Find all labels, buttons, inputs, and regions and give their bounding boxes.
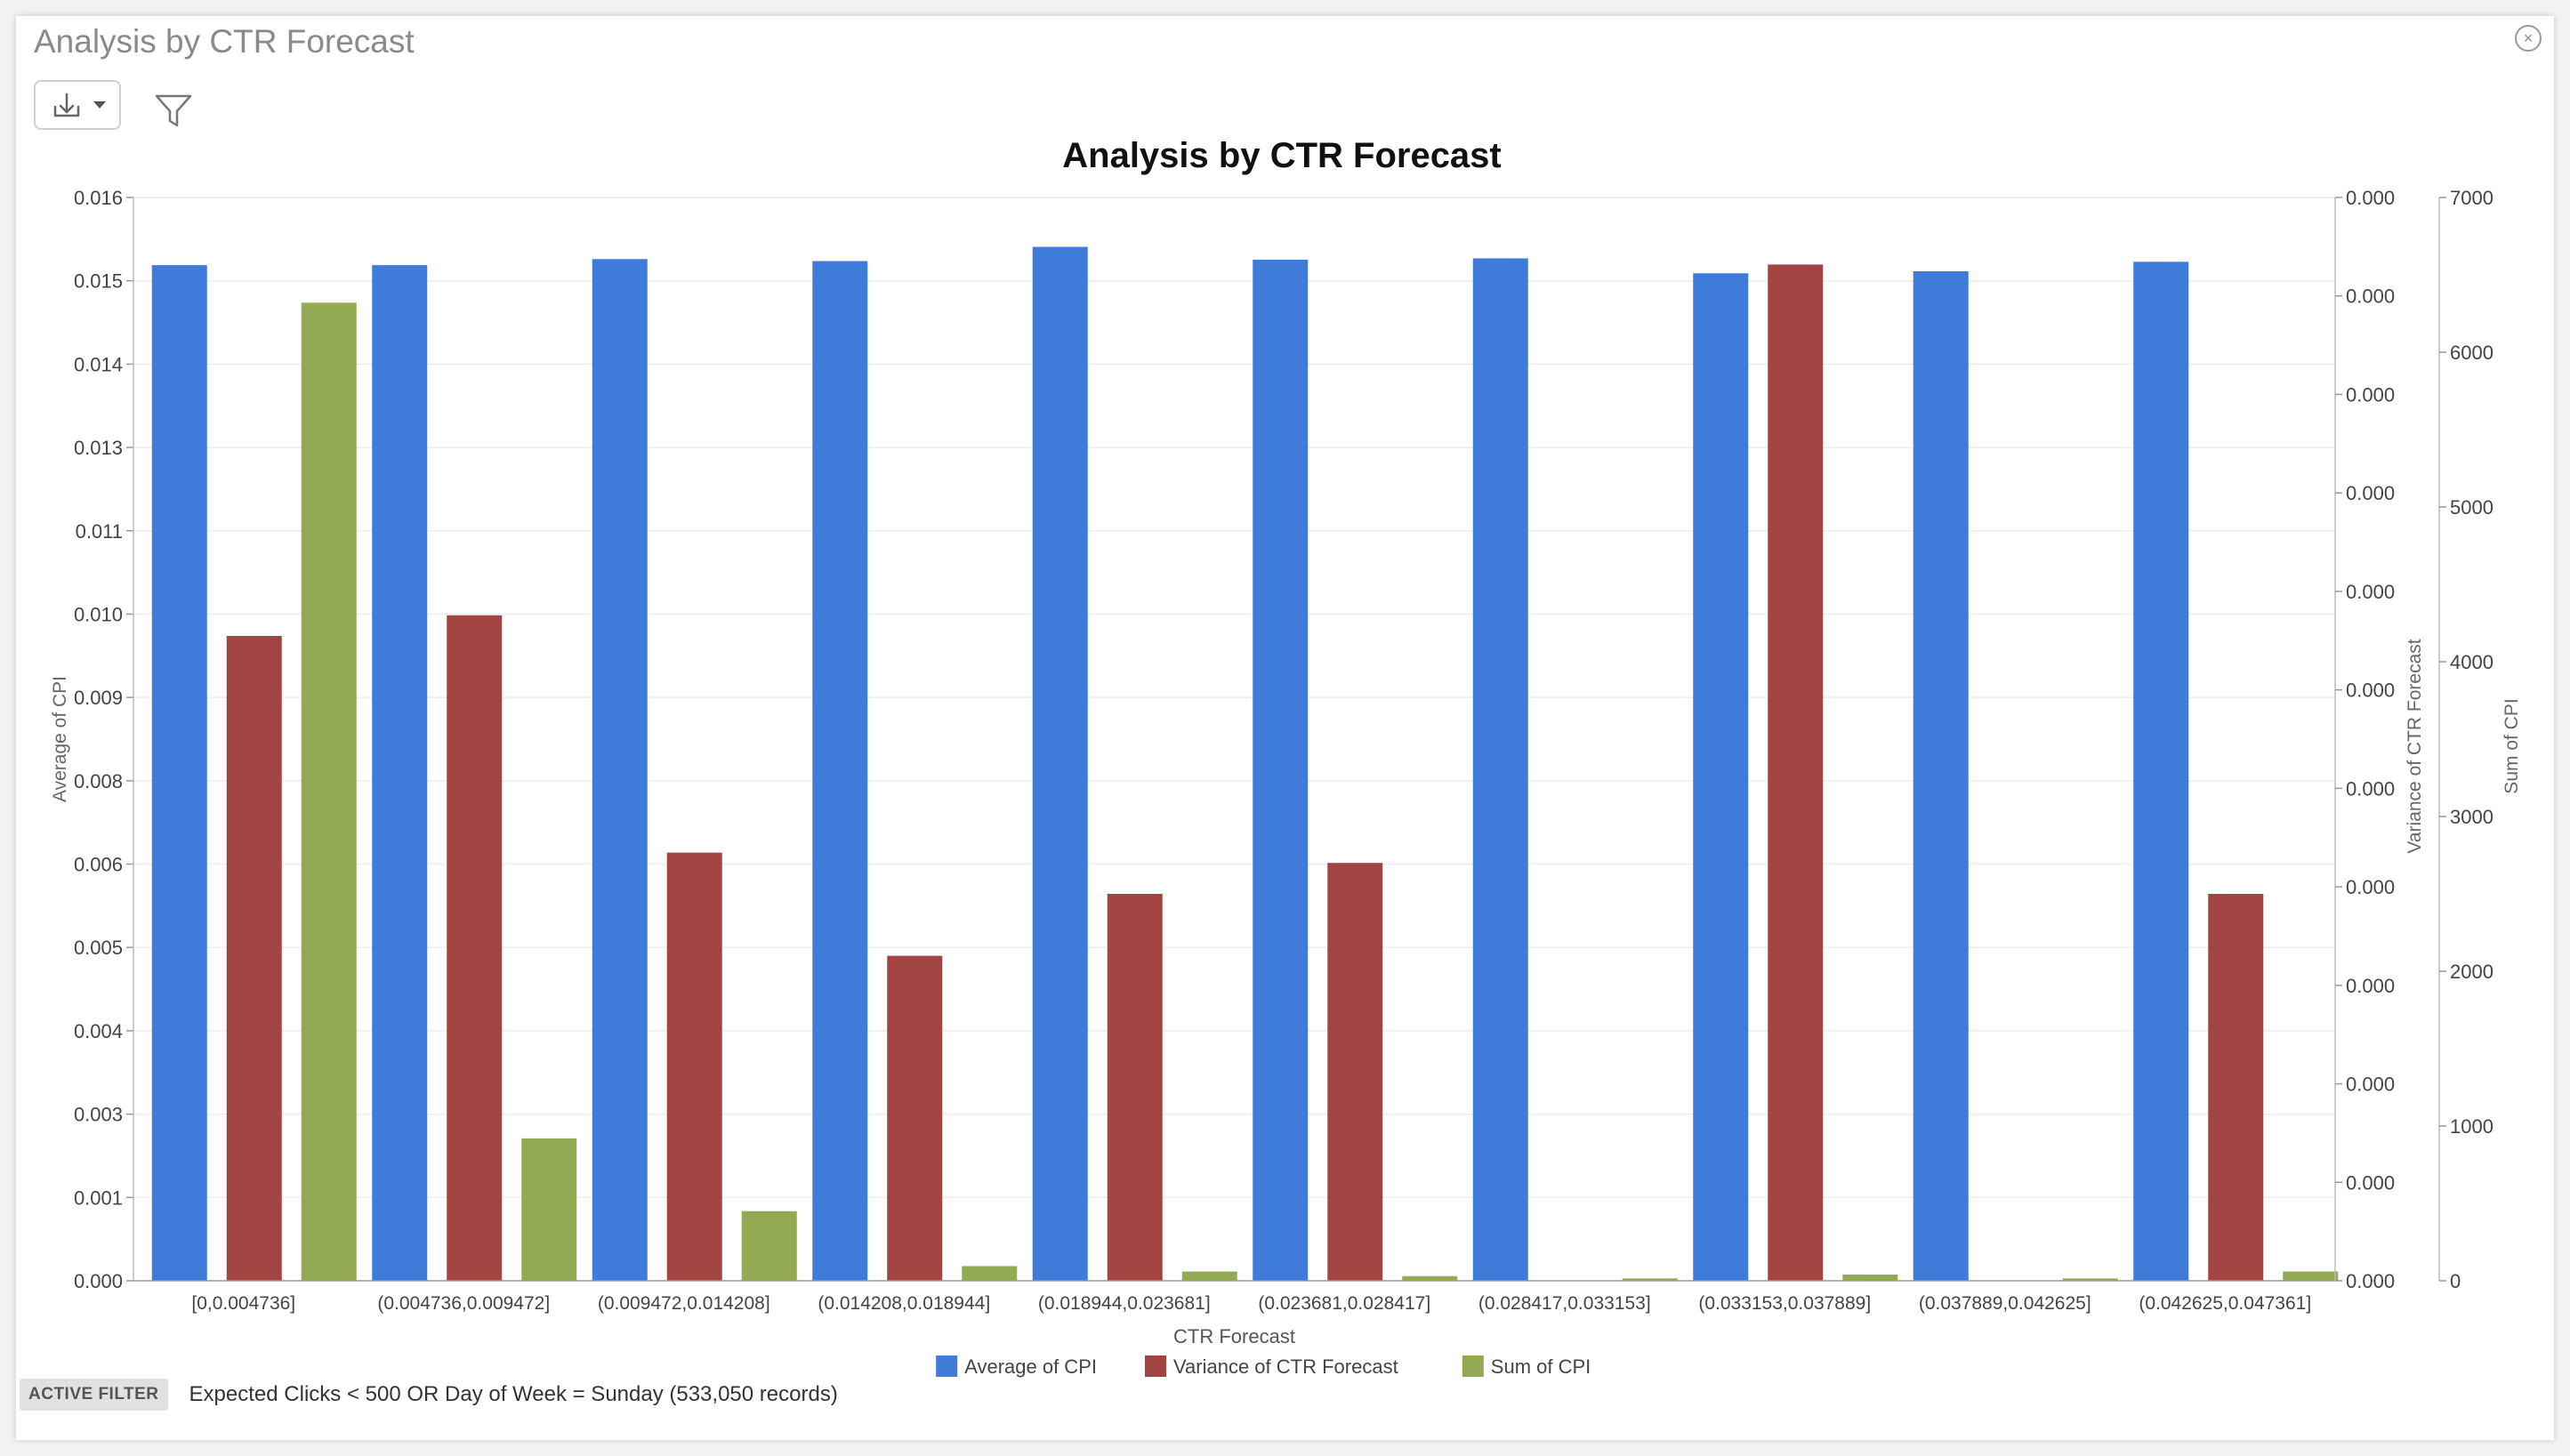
x-axis-tick-label: (0.042625,0.047361] [2139, 1293, 2311, 1314]
left-axis-tick-label: 0.013 [74, 437, 123, 459]
x-axis-tick-label: [0,0.004736] [191, 1293, 295, 1314]
left-axis-tick-label: 0.016 [74, 187, 123, 209]
right-axis-title: Variance of CTR Forecast [2405, 639, 2425, 853]
legend-item[interactable]: Sum of CPI [1462, 1355, 1591, 1378]
download-icon [53, 93, 80, 117]
bar-average-of-cpi[interactable] [372, 265, 428, 1281]
x-axis-title: CTR Forecast [1173, 1325, 1295, 1347]
bar-sum-of-cpi[interactable] [741, 1211, 797, 1281]
right-axis-tick-label: 0.000 [2346, 1074, 2395, 1096]
x-axis-tick-label: (0.018944,0.023681] [1038, 1293, 1211, 1314]
x-axis-tick-label: (0.023681,0.028417] [1258, 1293, 1430, 1314]
bar-sum-of-cpi[interactable] [521, 1138, 577, 1281]
bar-variance-of-ctr-forecast[interactable] [1327, 863, 1383, 1281]
close-icon[interactable]: × [2515, 25, 2542, 52]
left-axis-tick-label: 0.001 [74, 1187, 123, 1209]
x-axis-tick-label: (0.033153,0.037889] [1698, 1293, 1871, 1314]
bar-average-of-cpi[interactable] [1472, 258, 1528, 1282]
caret-down-icon [93, 101, 106, 109]
legend-item[interactable]: Average of CPI [936, 1355, 1097, 1378]
active-filter-text: Expected Clicks < 500 OR Day of Week = S… [189, 1382, 838, 1406]
right-axis-tick-label: 0.000 [2346, 777, 2395, 800]
bar-variance-of-ctr-forecast[interactable] [226, 636, 282, 1281]
x-axis-tick-label: (0.014208,0.018944] [818, 1293, 990, 1314]
bar-sum-of-cpi[interactable] [2062, 1278, 2118, 1281]
legend-label: Sum of CPI [1491, 1355, 1591, 1378]
bar-average-of-cpi[interactable] [812, 261, 868, 1281]
bar-sum-of-cpi[interactable] [1181, 1271, 1237, 1281]
x-axis-tick-label: (0.009472,0.014208] [598, 1293, 770, 1314]
x-axis-tick-label: (0.037889,0.042625] [1919, 1293, 2091, 1314]
far-right-axis-tick-label: 2000 [2450, 961, 2493, 983]
far-right-axis-tick-label: 1000 [2450, 1115, 2493, 1138]
right-axis-tick-label: 0.000 [2346, 383, 2395, 406]
legend-swatch [1145, 1355, 1166, 1377]
bar-average-of-cpi[interactable] [1253, 260, 1309, 1281]
x-axis-tick-label: (0.004736,0.009472] [377, 1293, 550, 1314]
left-axis-tick-label: 0.008 [74, 770, 123, 792]
bar-sum-of-cpi[interactable] [1622, 1278, 1678, 1281]
legend-label: Average of CPI [964, 1355, 1097, 1378]
far-right-axis-tick-label: 0 [2450, 1270, 2461, 1292]
filter-button[interactable] [151, 89, 196, 133]
bar-sum-of-cpi[interactable] [1842, 1275, 1898, 1281]
window-title: Analysis by CTR Forecast [34, 23, 415, 60]
bar-variance-of-ctr-forecast[interactable] [887, 955, 943, 1281]
active-filter-badge[interactable]: ACTIVE FILTER [20, 1379, 168, 1411]
bar-variance-of-ctr-forecast[interactable] [447, 615, 503, 1281]
legend-label: Variance of CTR Forecast [1173, 1355, 1398, 1378]
far-right-axis-title: Sum of CPI [2502, 698, 2522, 793]
active-filter-bar: ACTIVE FILTER Expected Clicks < 500 OR D… [20, 1377, 838, 1412]
far-right-axis-tick-label: 6000 [2450, 342, 2493, 364]
bar-average-of-cpi[interactable] [1693, 273, 1749, 1281]
far-right-axis-tick-label: 5000 [2450, 496, 2493, 519]
bar-average-of-cpi[interactable] [1032, 246, 1088, 1281]
left-axis-tick-label: 0.011 [76, 520, 123, 543]
left-axis-tick-label: 0.005 [74, 937, 123, 959]
left-axis-tick-label: 0.006 [74, 854, 123, 876]
left-axis-tick-label: 0.009 [74, 687, 123, 709]
bar-variance-of-ctr-forecast[interactable] [666, 852, 722, 1281]
right-axis-tick-label: 0.000 [2346, 482, 2395, 504]
bar-sum-of-cpi[interactable] [1402, 1275, 1458, 1281]
right-axis-tick-label: 0.000 [2346, 1270, 2395, 1292]
left-axis-tick-label: 0.000 [74, 1270, 123, 1292]
bar-average-of-cpi[interactable] [592, 259, 648, 1282]
left-axis-tick-label: 0.014 [74, 353, 123, 375]
left-axis-title: Average of CPI [50, 676, 70, 802]
bar-variance-of-ctr-forecast[interactable] [1107, 894, 1163, 1281]
right-axis-tick-label: 0.000 [2346, 1171, 2395, 1194]
filter-icon [155, 94, 192, 127]
right-axis-tick-label: 0.000 [2346, 581, 2395, 603]
right-axis-tick-label: 0.000 [2346, 680, 2395, 702]
left-axis-tick-label: 0.003 [74, 1104, 123, 1126]
bar-sum-of-cpi[interactable] [962, 1266, 1018, 1281]
far-right-axis-tick-label: 7000 [2450, 187, 2493, 209]
right-axis-tick-label: 0.000 [2346, 286, 2395, 308]
legend-swatch [936, 1355, 958, 1377]
chart-title: Analysis by CTR Forecast [1062, 136, 1502, 175]
far-right-axis-tick-label: 4000 [2450, 651, 2493, 673]
bar-variance-of-ctr-forecast[interactable] [2208, 894, 2264, 1281]
legend-swatch [1462, 1355, 1484, 1377]
legend-item[interactable]: Variance of CTR Forecast [1145, 1355, 1398, 1378]
right-axis-tick-label: 0.000 [2346, 187, 2395, 209]
bar-average-of-cpi[interactable] [1913, 270, 1969, 1281]
left-axis-tick-label: 0.004 [74, 1020, 123, 1042]
bar-variance-of-ctr-forecast[interactable] [1768, 264, 1824, 1281]
x-axis-tick-label: (0.028417,0.033153] [1478, 1293, 1651, 1314]
bar-sum-of-cpi[interactable] [2283, 1271, 2339, 1281]
right-axis-tick-label: 0.000 [2346, 876, 2395, 898]
bar-average-of-cpi[interactable] [2133, 261, 2189, 1282]
bar-average-of-cpi[interactable] [151, 265, 207, 1281]
left-axis-tick-label: 0.015 [74, 270, 123, 293]
export-button[interactable] [34, 80, 121, 130]
far-right-axis-tick-label: 3000 [2450, 806, 2493, 828]
right-axis-tick-label: 0.000 [2346, 975, 2395, 997]
bar-sum-of-cpi[interactable] [301, 302, 357, 1281]
left-axis-tick-label: 0.010 [74, 603, 123, 625]
